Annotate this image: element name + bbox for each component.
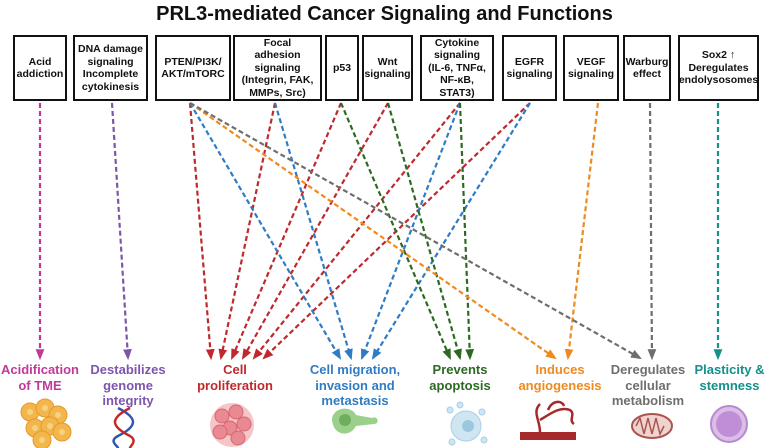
cell-cluster-icon: [210, 403, 254, 447]
source-box-cyto: Cytokine signaling (IL-6, TNFα, NF-κB, S…: [420, 35, 494, 101]
arrow-pten-to-metabolism: [189, 102, 642, 360]
source-label: Wnt signaling: [364, 55, 411, 81]
source-label: EGFR signaling: [506, 55, 553, 81]
dna-icon: [112, 406, 135, 448]
arrow-focal-to-migration: [273, 102, 353, 361]
mitochondria-icon: [631, 413, 673, 439]
source-box-p53: p53: [325, 35, 359, 101]
diagram-title: PRL3-mediated Cancer Signaling and Funct…: [156, 3, 613, 25]
arrow-pten-to-proliferation: [188, 102, 215, 361]
source-box-acid: Acid addiction: [13, 35, 67, 101]
source-label: DNA damage signaling Incomplete cytokine…: [78, 43, 143, 93]
arrow-p53-to-proliferation: [230, 102, 343, 361]
outcome-label-migration: Cell migration, invasion and metastasis: [309, 362, 401, 408]
blood-vessel-icon: [520, 400, 576, 440]
arrow-cyto-to-migration: [360, 102, 462, 361]
arrow-cyto-to-proliferation: [252, 102, 461, 360]
arrow-cyto-to-apoptosis: [458, 102, 475, 361]
outcome-label-proliferation: Cell proliferation: [197, 362, 273, 393]
source-box-sox2: Sox2 ↑ Deregulates endolysosomes: [678, 35, 759, 101]
arrow-focal-to-proliferation: [218, 102, 277, 361]
arrow-dna-to-genome: [110, 102, 132, 361]
source-label: Focal adhesion signaling (Integrin, FAK,…: [241, 36, 314, 99]
stem-cell-icon: [710, 405, 748, 443]
arrow-wnt-to-proliferation: [241, 102, 389, 360]
source-box-pten: PTEN/PI3K/ AKT/mTORC: [155, 35, 231, 101]
source-box-egfr: EGFR signaling: [502, 35, 557, 101]
arrow-egfr-to-proliferation: [262, 102, 531, 360]
arrow-wnt-to-apoptosis: [386, 102, 462, 361]
source-box-vegf: VEGF signaling: [563, 35, 619, 101]
source-box-dna: DNA damage signaling Incomplete cytokine…: [73, 35, 148, 101]
outcome-label-genome: Destabilizes genome integrity: [90, 362, 166, 408]
outcome-label-metabolism: Deregulates cellular metabolism: [610, 362, 686, 408]
apoptotic-cell-icon: [446, 401, 488, 446]
arrow-warburg-to-metabolism: [647, 102, 657, 361]
source-box-focal: Focal adhesion signaling (Integrin, FAK,…: [233, 35, 322, 101]
source-label: Acid addiction: [16, 55, 64, 81]
arrow-pten-to-angiogenesis: [189, 102, 557, 360]
source-label: Warburg effect: [625, 55, 669, 81]
source-box-warburg: Warburg effect: [623, 35, 671, 101]
outcome-label-stemness: Plasticity & stemness: [694, 362, 765, 393]
source-label: Sox2 ↑ Deregulates endolysosomes: [678, 49, 759, 87]
arrow-p53-to-apoptosis: [339, 102, 452, 361]
source-label: p53: [332, 61, 352, 74]
arrow-pten-to-migration: [189, 102, 342, 360]
outcome-label-acidification: Acidification of TME: [0, 362, 79, 393]
source-label: PTEN/PI3K/ AKT/mTORC: [161, 55, 225, 81]
source-box-wnt: Wnt signaling: [362, 35, 413, 101]
tumor-cells-icon: [20, 398, 72, 448]
source-label: VEGF signaling: [567, 55, 615, 81]
migrating-cell-icon: [332, 408, 378, 434]
outcome-label-angiogenesis: Induces angiogenesis: [518, 362, 602, 393]
source-label: Cytokine signaling (IL-6, TNFα, NF-κB, S…: [428, 36, 486, 99]
arrow-vegf-to-angiogenesis: [564, 102, 600, 361]
outcome-label-apoptosis: Prevents apoptosis: [429, 362, 491, 393]
arrow-egfr-to-migration: [371, 102, 531, 360]
